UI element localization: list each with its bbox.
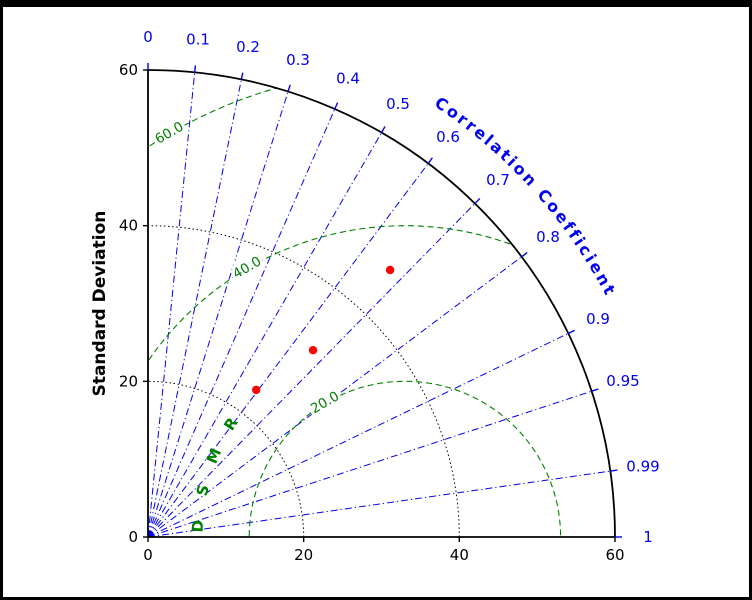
correlation-tick (427, 157, 433, 164)
correlation-tick (287, 84, 291, 92)
y-tick-label: 0 (128, 528, 138, 546)
correlation-tick (194, 65, 197, 73)
correlation-tick (567, 329, 575, 335)
y-axis-label: Standard Deviation (90, 211, 110, 397)
correlation-line (147, 332, 569, 538)
correlation-tick (610, 469, 618, 472)
correlation-tick (521, 252, 528, 258)
correlation-tick-label: 0.6 (436, 128, 460, 146)
y-tick-label: 40 (119, 217, 138, 235)
correlation-tick (591, 388, 599, 392)
x-tick-label: 0 (143, 546, 153, 564)
correlation-tick-label: 1 (643, 528, 653, 546)
correlation-line (147, 72, 196, 538)
correlation-tick (474, 198, 481, 204)
correlation-tick-label: 0.99 (626, 458, 659, 476)
y-tick-label: 60 (119, 61, 138, 79)
rmsd-label-letter: M (203, 446, 225, 467)
rmsd-label-letter: S (193, 483, 213, 498)
correlation-line (147, 108, 336, 538)
correlation-tick-label: 0.4 (336, 70, 360, 88)
correlation-tick (380, 126, 386, 133)
correlation-line (147, 256, 522, 538)
x-tick-label: 40 (450, 546, 469, 564)
x-tick-label: 20 (294, 546, 313, 564)
rmsd-arc-label: 40.0 (230, 253, 264, 282)
data-point (252, 385, 261, 395)
correlation-tick-label: 0 (143, 28, 153, 46)
rmsd-arc-label: 60.0 (152, 119, 186, 148)
correlation-tick-label: 0.1 (186, 31, 210, 49)
correlation-title: Correlation Coefficient (431, 93, 620, 300)
y-tick-label: 20 (119, 372, 138, 390)
correlation-tick-label: 0.95 (606, 372, 639, 390)
std-arc (147, 380, 305, 538)
rmsd-label-letter: D (188, 519, 207, 532)
correlation-line (147, 203, 476, 538)
correlation-tick-label: 0.7 (486, 171, 510, 189)
rmsd-label-letter: R (220, 414, 242, 434)
correlation-tick-label: 0.3 (286, 51, 310, 69)
correlation-line (147, 91, 289, 538)
correlation-tick-label: 0.8 (536, 228, 560, 246)
boundary-arc (147, 69, 616, 538)
data-point (385, 265, 395, 275)
data-point (308, 346, 318, 355)
correlation-line (147, 132, 382, 538)
correlation-tick-label: 0.9 (586, 310, 610, 328)
correlation-line (147, 390, 592, 538)
rmsd-arc (148, 70, 615, 537)
correlation-line (147, 470, 611, 538)
rmsd-arc-label: 20.0 (308, 388, 342, 417)
correlation-tick (240, 72, 244, 80)
correlation-tick-label: 0.5 (386, 95, 410, 113)
correlation-line (147, 79, 242, 538)
rmsd-arc (248, 380, 562, 537)
correlation-line (147, 163, 429, 538)
correlation-tick (334, 102, 339, 110)
rmsd-arc (148, 225, 615, 537)
x-tick-label: 60 (605, 546, 624, 564)
rmsd-arcs-group (148, 70, 615, 537)
correlation-tick-label: 0.2 (236, 38, 260, 56)
